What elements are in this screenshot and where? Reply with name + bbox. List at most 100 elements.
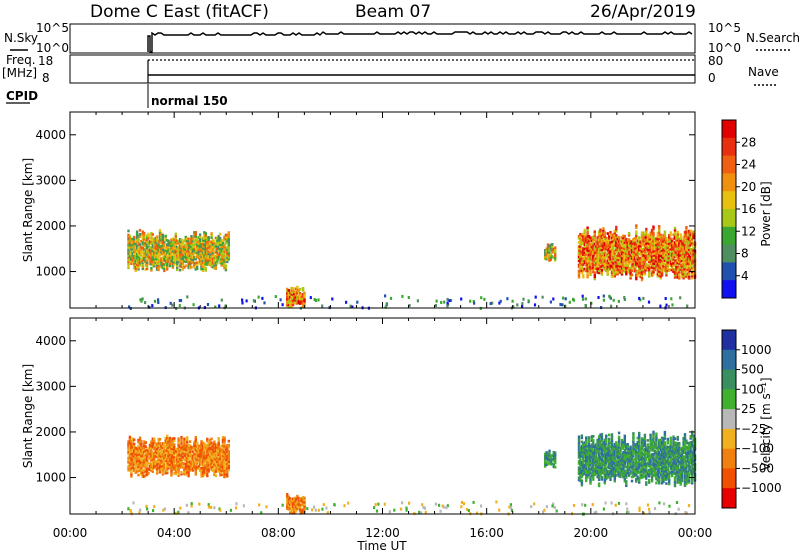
echo-cell: [533, 502, 536, 506]
echo-cell: [178, 453, 182, 457]
echo-cell: [640, 465, 644, 469]
echo-cell: [652, 241, 655, 245]
echo-cell: [589, 269, 592, 272]
echo-cell: [680, 275, 684, 279]
echo-cell: [600, 439, 604, 442]
echo-cell: [132, 501, 135, 505]
echo-cell: [668, 248, 671, 252]
echo-cell: [545, 463, 548, 467]
echo-cell: [603, 255, 606, 259]
echo-cell: [585, 244, 588, 248]
echo-cell: [207, 465, 210, 469]
echo-cell: [213, 473, 216, 476]
echo-cell: [206, 443, 209, 447]
echo-cell: [216, 450, 219, 453]
echo-cell: [660, 271, 664, 275]
echo-cell: [605, 440, 608, 444]
echo-cell: [171, 262, 175, 265]
echo-cell: [676, 265, 679, 269]
echo-cell: [226, 470, 229, 474]
echo-cell: [170, 473, 173, 477]
echo-cell: [587, 261, 591, 265]
echo-cell: [686, 258, 690, 261]
echo-cell: [590, 251, 594, 255]
echo-cell: [636, 469, 639, 473]
echo-cell: [216, 259, 219, 263]
echo-cell: [679, 233, 682, 236]
echo-cell: [293, 296, 296, 300]
echo-cell: [201, 462, 205, 465]
echo-cell: [670, 254, 674, 257]
echo-cell: [638, 456, 641, 460]
echo-cell: [226, 260, 229, 264]
echo-cell: [145, 467, 149, 470]
echo-cell: [150, 256, 153, 260]
echo-cell: [612, 249, 615, 253]
echo-cell: [163, 454, 166, 458]
echo-cell: [148, 250, 152, 253]
echo-cell: [127, 243, 130, 247]
echo-cell: [224, 235, 228, 239]
echo-cell: [187, 241, 190, 245]
echo-cell: [173, 256, 176, 260]
echo-cell: [128, 445, 132, 449]
echo-cell: [660, 247, 664, 250]
echo-cell: [194, 468, 197, 472]
echo-cell: [658, 463, 661, 467]
echo-cell: [627, 240, 631, 243]
echo-cell: [224, 248, 228, 251]
echo-cell: [552, 256, 555, 259]
echo-cell: [616, 448, 619, 452]
echo-cell: [190, 447, 193, 451]
echo-cell: [688, 260, 691, 264]
echo-cell: [643, 270, 647, 274]
echo-cell: [656, 452, 659, 456]
echo-cell: [636, 436, 639, 440]
echo-cell: [659, 461, 662, 464]
echo-cell: [434, 502, 437, 506]
echo-cell: [167, 243, 170, 247]
echo-cell: [638, 448, 641, 451]
echo-cell: [652, 272, 655, 276]
echo-cell: [223, 440, 226, 444]
echo-cell: [200, 267, 203, 271]
echo-cell: [154, 460, 157, 464]
echo-cell: [610, 238, 614, 241]
echo-cell: [177, 447, 180, 451]
echo-cell: [155, 469, 159, 473]
echo-cell: [606, 445, 609, 448]
echo-cell: [221, 259, 225, 263]
echo-cell: [605, 453, 608, 456]
echo-cell: [140, 440, 143, 443]
echo-cell: [151, 468, 154, 471]
echo-cell: [171, 457, 175, 461]
echo-cell: [141, 473, 144, 476]
echo-cell: [604, 501, 607, 505]
echo-cell: [543, 508, 546, 512]
echo-cell: [640, 254, 644, 257]
echo-cell: [643, 474, 647, 478]
echo-cell: [669, 260, 672, 263]
echo-cell: [635, 271, 638, 275]
echo-cell: [646, 247, 649, 251]
echo-cell: [653, 450, 657, 453]
echo-cell: [158, 438, 162, 441]
echo-cell: [157, 256, 160, 259]
echo-cell: [213, 244, 216, 247]
echo-cell: [545, 453, 548, 456]
echo-cell: [640, 239, 644, 243]
echo-cell: [221, 462, 225, 466]
echo-cell: [646, 249, 649, 253]
echo-cell: [627, 246, 631, 249]
echo-cell: [144, 259, 147, 263]
echo-cell: [190, 502, 193, 506]
echo-cell: [577, 443, 581, 447]
echo-cell: [655, 239, 658, 243]
echo-cell: [166, 255, 169, 259]
echo-cell: [227, 458, 230, 461]
echo-cell: [141, 236, 144, 240]
echo-cell: [669, 237, 672, 241]
echo-cell: [347, 501, 350, 505]
echo-cell: [577, 257, 581, 261]
echo-cell: [138, 450, 142, 454]
